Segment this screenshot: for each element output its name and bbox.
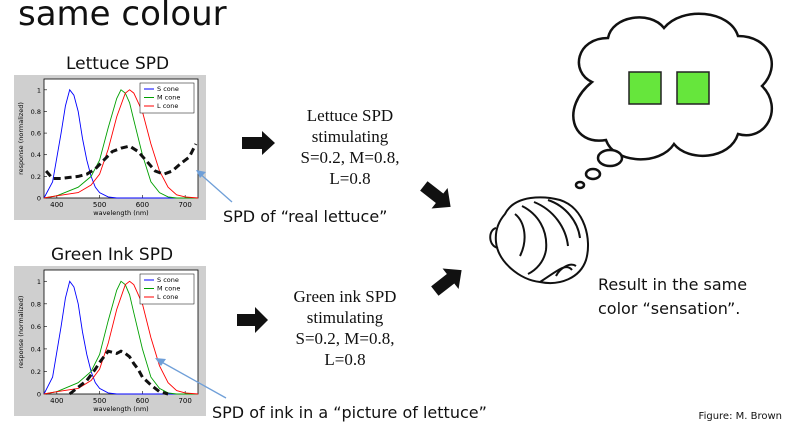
pointer-arrow-line [157,359,227,399]
block-arrow-up-right-icon [431,268,462,296]
green-ink-spd-chart: 400 500 600 700 0 0.2 0.4 0.6 0.8 1 wavelength (nm… [14,266,206,416]
l-cone-curve [43,280,199,395]
spd-curve [68,349,169,396]
legend-label: L cone [157,102,178,110]
lettuce-spd-chart: 400 500 600 700 0 0.2 0.4 0.6 0.8 1 wavelength (nm… [14,75,206,220]
y-tick-label: 0.4 [31,345,41,353]
y-tick-label: 0 [37,391,41,399]
green-square-right [676,71,710,105]
y-tick-label: 1 [37,278,41,286]
y-tick-label: 0.8 [31,108,41,116]
spd-curve [44,143,198,180]
green-square-left [628,71,662,105]
description-line: stimulating [306,308,384,327]
y-tick-label: 0.8 [31,300,41,308]
block-arrow-right-icon [242,131,275,155]
result-line: Result in the same [598,275,748,294]
annotation-ink-picture: SPD of ink in a “picture of lettuce” [212,403,487,422]
green-ink-description: Green ink SPD stimulating S=0.2, M=0.8, … [278,286,412,370]
y-tick-label: 0 [37,195,41,203]
s-cone-curve [43,88,198,199]
result-line: color “sensation”. [598,299,741,318]
legend-label: M cone [157,94,180,102]
y-axis-label: response (normalized) [17,102,25,175]
legend-label: S cone [157,85,179,93]
x-tick-label: 700 [178,201,191,209]
x-tick-label: 600 [136,397,149,405]
y-tick-label: 0.4 [31,151,41,159]
plot-title-lettuce: Lettuce SPD [66,54,170,74]
pointer-arrow-head [196,170,206,178]
lettuce-description: Lettuce SPD stimulating S=0.2, M=0.8, L=… [285,105,415,189]
x-tick-label: 600 [136,201,149,209]
thought-bubble [572,12,774,190]
figure-credit: Figure: M. Brown [698,411,782,422]
head-icon [489,196,590,284]
y-tick-label: 1 [37,86,41,94]
legend-label: L cone [157,293,178,301]
s-cone-curve [43,280,198,395]
y-axis-label: response (normalized) [17,296,25,369]
x-tick-label: 400 [50,201,63,209]
y-tick-label: 0.6 [31,130,41,138]
block-arrow-right-icon [237,307,268,333]
legend-label: M cone [157,285,180,293]
x-tick-label: 700 [178,397,191,405]
x-tick-label: 500 [93,397,106,405]
x-tick-label: 500 [93,201,106,209]
y-tick-label: 0.2 [31,173,41,181]
description-line: S=0.2, M=0.8, [300,148,400,167]
description-line: Lettuce SPD [306,106,394,125]
description-line: stimulating [311,127,389,146]
x-axis-label: wavelength (nm) [93,209,148,217]
pointer-arrow-line [197,171,233,203]
description-line: Green ink SPD [293,287,397,306]
x-axis-label: wavelength (nm) [93,405,148,413]
x-tick-label: 400 [50,397,63,405]
result-text: Result in the same color “sensation”. [598,273,747,321]
slide-title: same colour [18,0,227,34]
plot-title-green-ink: Green Ink SPD [51,245,174,265]
block-arrow-down-right-icon [420,181,451,209]
description-line: L=0.8 [324,350,366,369]
y-tick-label: 0.2 [31,368,41,376]
description-line: S=0.2, M=0.8, [295,329,395,348]
annotation-real-lettuce: SPD of “real lettuce” [223,207,388,226]
y-tick-label: 0.6 [31,323,41,331]
legend-label: S cone [157,276,179,284]
l-cone-curve [43,89,199,199]
description-line: L=0.8 [329,169,371,188]
pointer-arrow-head [155,358,166,366]
